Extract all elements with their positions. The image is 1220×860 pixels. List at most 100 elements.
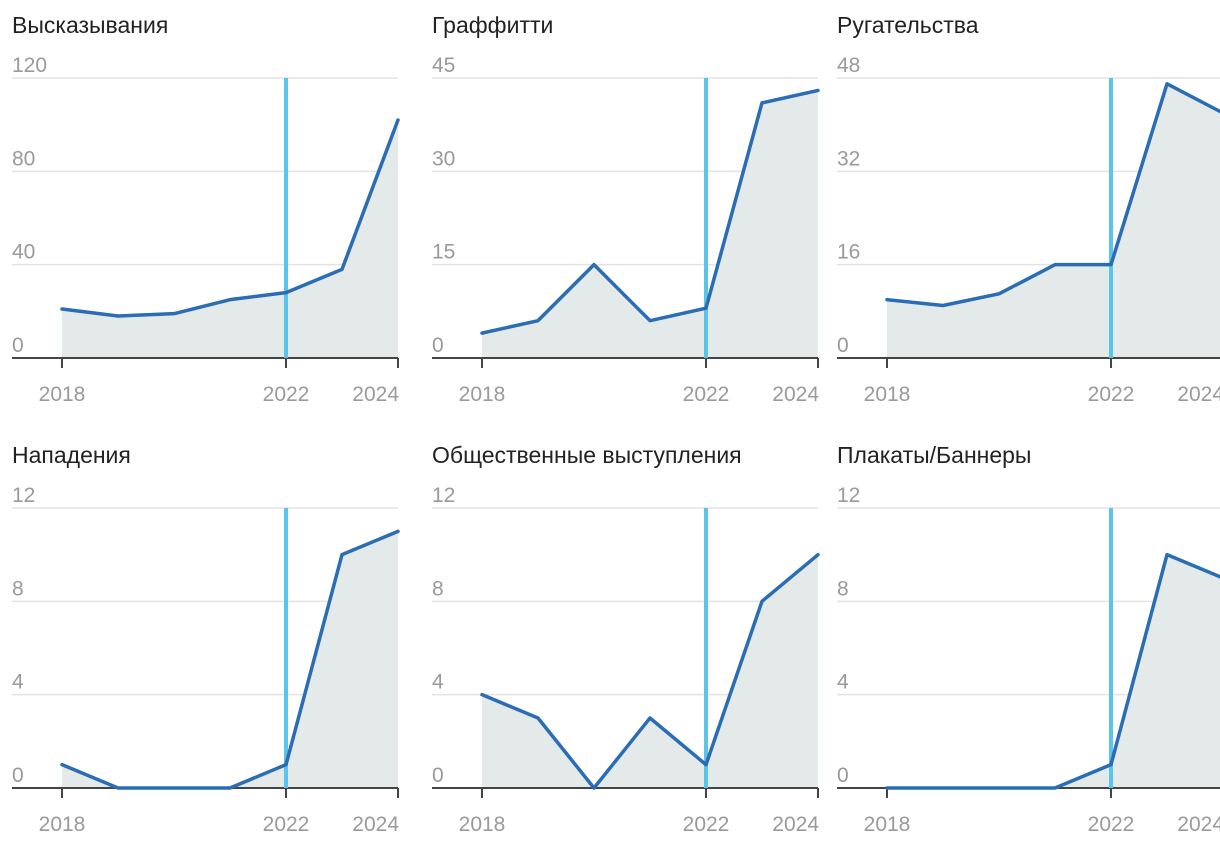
chart-panel-profanity: Ругательства 0 16 32 48 2018 2022 2024	[837, 0, 1220, 430]
data-point	[704, 763, 708, 766]
chart-plot: 0 16 32 48 2018 2022 2024	[837, 54, 1220, 406]
x-tick-label: 2022	[263, 813, 310, 836]
x-tick-label: 2018	[459, 383, 506, 406]
data-point	[760, 600, 764, 603]
data-point	[1165, 82, 1169, 86]
data-point	[1165, 553, 1169, 556]
data-point	[396, 118, 400, 122]
area-fill	[482, 90, 818, 358]
data-point	[760, 101, 764, 105]
chart-title: Ругательства	[837, 12, 979, 38]
y-tick-label: 0	[12, 334, 24, 357]
y-tick-label: 0	[432, 334, 444, 357]
chart-panel-graffiti: Граффитти 0 15 30 45 2018 2022 2024	[432, 0, 832, 430]
x-tick-label: 2024	[772, 813, 819, 836]
x-tick-label: 2024	[1177, 813, 1220, 836]
data-point	[396, 530, 400, 533]
y-tick-label: 120	[12, 54, 47, 77]
y-tick-label: 8	[837, 577, 849, 600]
chart-plot: 0 15 30 45 2018 2022 2024	[432, 54, 820, 406]
data-point	[284, 291, 288, 294]
y-tick-label: 80	[12, 147, 35, 170]
data-point	[536, 319, 540, 322]
y-tick-label: 16	[837, 241, 860, 264]
area-fill	[62, 531, 398, 788]
x-tick-label: 2018	[864, 813, 911, 836]
data-point	[284, 763, 288, 766]
x-tick-label: 2024	[352, 813, 399, 836]
y-tick-label: 8	[12, 577, 24, 600]
chart-panel-statements: Высказывания 0 40 80 120 2018 2022 2024	[12, 0, 412, 430]
data-point	[648, 716, 652, 720]
x-tick-label: 2018	[459, 813, 506, 836]
data-point	[704, 307, 708, 310]
data-point	[228, 298, 232, 301]
y-tick-label: 30	[432, 147, 455, 170]
area-fill	[482, 554, 818, 788]
data-point	[172, 786, 176, 790]
data-point	[228, 786, 232, 790]
data-point	[340, 268, 344, 271]
data-point	[941, 304, 945, 307]
x-tick-label: 2022	[1088, 383, 1135, 406]
x-tick-label: 2022	[1088, 813, 1135, 836]
data-point	[1053, 786, 1057, 790]
area-fill	[887, 83, 1220, 358]
chart-plot: 0 4 8 12 2018 2022 2024	[837, 484, 1220, 836]
chart-panel-posters-banners: Плакаты/Баннеры 0 4 8 12 2018 2022 2024	[837, 430, 1220, 860]
y-tick-label: 4	[837, 671, 849, 694]
data-point	[997, 292, 1001, 296]
chart-title: Граффитти	[432, 12, 554, 38]
chart-title: Общественные выступления	[432, 442, 742, 468]
data-point	[60, 763, 64, 766]
y-tick-label: 8	[432, 577, 444, 600]
y-tick-label: 12	[837, 484, 860, 507]
y-tick-label: 4	[12, 671, 24, 694]
y-tick-label: 12	[432, 484, 455, 507]
y-tick-label: 4	[432, 671, 444, 694]
data-point	[885, 298, 889, 301]
data-point	[592, 786, 596, 790]
x-tick-label: 2022	[683, 383, 730, 406]
x-tick-label: 2022	[683, 813, 730, 836]
x-tick-label: 2022	[263, 383, 310, 406]
y-tick-label: 12	[12, 484, 35, 507]
chart-panel-attacks: Нападения 0 4 8 12 2018 2022 2024	[12, 430, 412, 860]
y-tick-label: 32	[837, 147, 860, 170]
data-point	[340, 553, 344, 556]
data-point	[480, 693, 484, 696]
data-point	[60, 307, 64, 311]
y-tick-label: 0	[837, 764, 849, 787]
y-tick-label: 0	[12, 764, 24, 787]
y-tick-label: 45	[432, 54, 455, 77]
chart-title: Нападения	[12, 442, 131, 468]
area-fill	[62, 120, 398, 358]
y-tick-label: 40	[12, 241, 35, 264]
data-point	[480, 331, 484, 335]
data-point	[941, 786, 945, 790]
chart-plot: 0 40 80 120 2018 2022 2024	[12, 54, 400, 406]
data-point	[1109, 263, 1113, 266]
x-tick-label: 2018	[39, 383, 86, 406]
data-point	[816, 553, 820, 556]
x-tick-label: 2024	[772, 383, 819, 406]
data-point	[116, 314, 120, 318]
data-point	[816, 89, 820, 92]
data-point	[885, 786, 889, 790]
data-point	[172, 312, 176, 315]
x-tick-label: 2018	[39, 813, 86, 836]
chart-panel-public-speeches: Общественные выступления 0 4 8 12 2018 2022 20…	[432, 430, 832, 860]
data-point	[116, 786, 120, 790]
data-point	[1053, 263, 1057, 266]
chart-plot: 0 4 8 12 2018 2022 2024	[12, 484, 400, 836]
y-tick-label: 0	[837, 334, 849, 357]
y-tick-label: 15	[432, 241, 455, 264]
data-point	[536, 716, 540, 720]
x-tick-label: 2018	[864, 383, 911, 406]
area-fill	[887, 554, 1220, 788]
x-tick-label: 2024	[1177, 383, 1220, 406]
chart-title: Высказывания	[12, 12, 169, 38]
y-tick-label: 48	[837, 54, 860, 77]
data-point	[592, 263, 596, 266]
